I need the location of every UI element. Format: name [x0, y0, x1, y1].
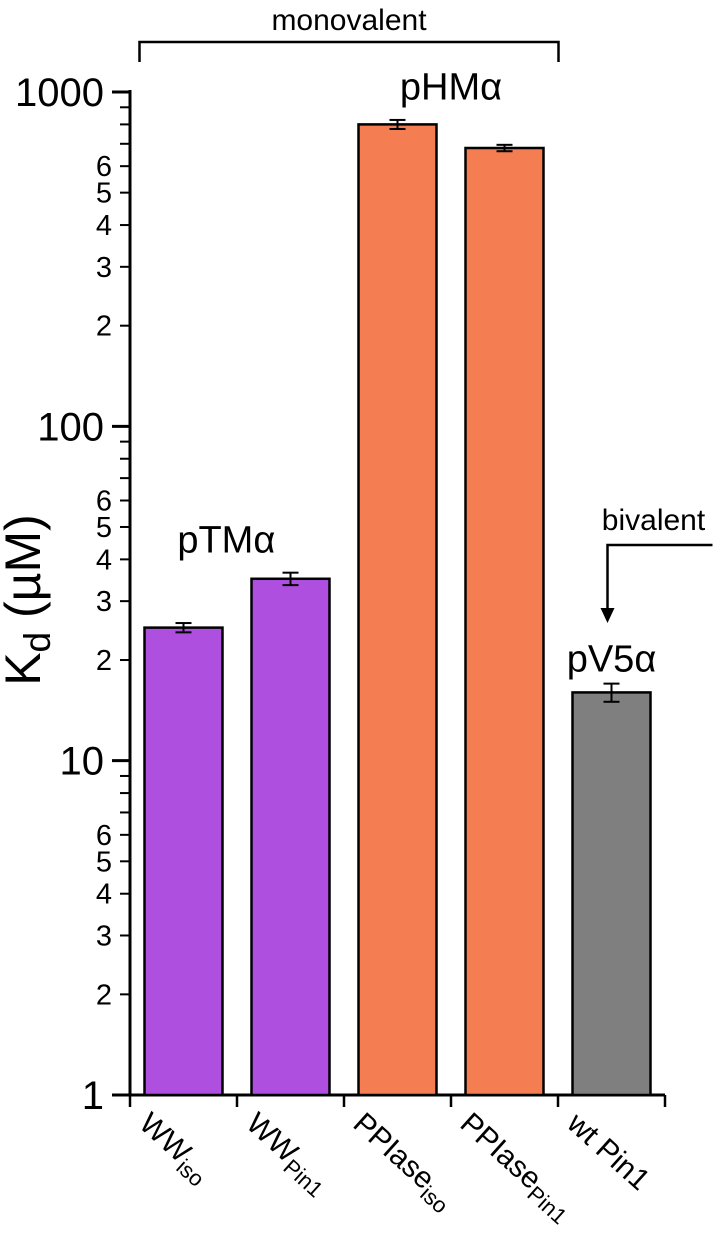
bivalent-label: bivalent — [602, 504, 706, 537]
monovalent-bracket — [138, 40, 560, 62]
y-tick-label: 1000 — [15, 71, 104, 115]
bar-ppiase-pin1 — [464, 146, 545, 1097]
y-tick-label: 1 — [82, 1074, 104, 1118]
y-tick-label: 6 — [96, 151, 112, 183]
x-category-label: WWPin1 — [236, 1107, 336, 1203]
peptide-label: pTMα — [177, 519, 275, 561]
x-category-label: PPIasePin1 — [450, 1107, 580, 1229]
y-tick-label: 6 — [96, 486, 112, 518]
y-tick-label: 3 — [96, 586, 112, 618]
bivalent-arrow-line — [606, 543, 713, 610]
y-axis-title: Kd (µM) — [0, 514, 58, 686]
peptide-label: pHMα — [400, 66, 502, 108]
bar-wt-pin1 — [571, 691, 652, 1097]
peptide-label: pV5α — [567, 638, 657, 680]
y-tick-label: 10 — [60, 740, 105, 784]
y-tick-label: 2 — [96, 979, 112, 1011]
x-category-label: PPIaseiso — [343, 1107, 461, 1219]
bivalent-arrowhead — [600, 608, 615, 623]
bar-ppiase-iso — [357, 123, 438, 1097]
y-tick-label: 4 — [96, 544, 112, 576]
y-tick-label: 5 — [96, 178, 112, 210]
bar-ww-pin1 — [250, 577, 331, 1097]
x-category-label: wt Pin1 — [560, 1106, 656, 1197]
y-tick-label: 4 — [96, 210, 112, 242]
y-tick-label: 3 — [96, 252, 112, 284]
y-tick-label: 5 — [96, 512, 112, 544]
bar-ww-iso — [143, 626, 224, 1097]
monovalent-label: monovalent — [271, 4, 427, 37]
y-tick-label: 3 — [96, 920, 112, 952]
y-tick-label: 6 — [96, 820, 112, 852]
y-tick-label: 2 — [96, 311, 112, 343]
x-category-label: WWiso — [129, 1107, 217, 1192]
y-tick-label: 5 — [96, 846, 112, 878]
y-tick-label: 4 — [96, 879, 112, 911]
y-tick-label: 100 — [37, 405, 104, 449]
y-tick-label: 2 — [96, 645, 112, 677]
